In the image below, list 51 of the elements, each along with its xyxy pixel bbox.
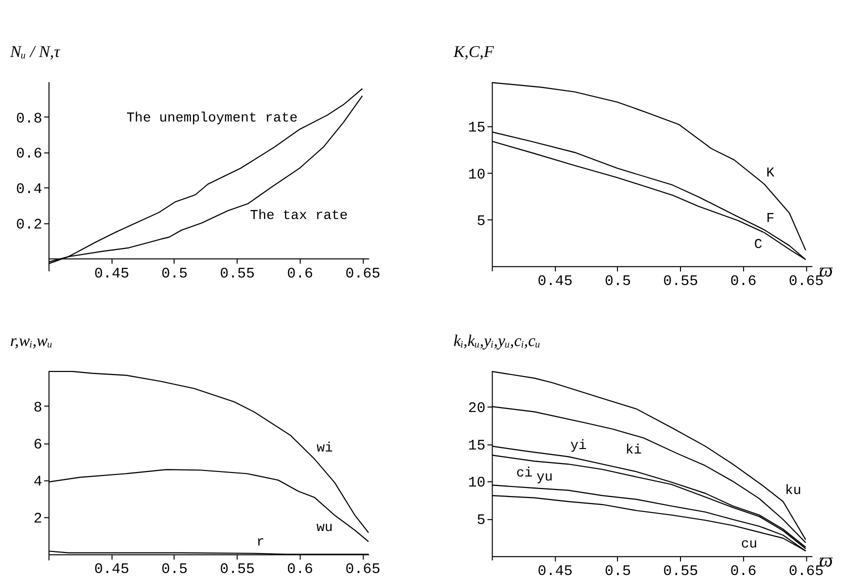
- y-tick-label: 10: [468, 167, 486, 184]
- series-label: C: [754, 238, 762, 254]
- y-tick-label: 10: [468, 476, 486, 492]
- x-tick-label: 0.65: [345, 562, 380, 578]
- series-label: ku: [785, 484, 802, 499]
- series-label: ci: [516, 466, 533, 482]
- series-label: yu: [536, 470, 553, 486]
- y-tick-label: 0.4: [16, 182, 42, 198]
- x-tick-label: 0.6: [286, 266, 314, 282]
- series-label: r: [256, 536, 264, 551]
- y-tick-label: 0.8: [16, 111, 42, 128]
- y-tick-label: 5: [476, 513, 486, 530]
- x-tick-label: 0.55: [220, 562, 255, 578]
- x-tick-label: 0.6: [730, 274, 756, 290]
- series-label: ki: [625, 444, 642, 459]
- x-tick-label: 0.45: [94, 266, 130, 282]
- y-axis-title: kᵢ,kᵤ,yᵢ,yᵤ,cᵢ,cᵤ: [454, 330, 540, 350]
- y-tick-label: 4: [33, 474, 42, 490]
- series-label: K: [766, 166, 776, 182]
- y-tick-label: 15: [468, 120, 486, 137]
- y-tick-label: 0.6: [16, 146, 42, 163]
- series-label: The unemployment rate: [126, 112, 298, 127]
- y-axis-title: r,wᵢ,wᵤ: [10, 330, 53, 350]
- x-tick-label: 0.65: [345, 266, 380, 282]
- x-tick-label: 0.55: [220, 266, 255, 282]
- x-tick-label: 0.45: [94, 562, 130, 578]
- y-tick-label: 8: [33, 400, 42, 416]
- series-label: wi: [316, 441, 333, 456]
- y-tick-label: 6: [33, 437, 42, 454]
- y-tick-label: 20: [468, 400, 486, 417]
- y-axis-title: K,C,F: [452, 42, 495, 61]
- series-label: yi: [570, 438, 587, 454]
- y-tick-label: 15: [468, 438, 486, 454]
- x-tick-label: 0.55: [663, 274, 698, 290]
- x-tick-label: 0.5: [604, 564, 631, 580]
- series-label: cu: [740, 538, 758, 553]
- y-tick-label: 0.2: [16, 217, 42, 234]
- y-tick-label: 5: [476, 214, 486, 230]
- x-tick-label: 0.55: [663, 564, 698, 580]
- series-label: The tax rate: [250, 209, 348, 224]
- x-tick-label: 0.45: [538, 564, 573, 580]
- y-tick-label: 2: [33, 512, 42, 528]
- x-tick-label: 0.6: [730, 564, 756, 580]
- x-tick-label: 0.5: [604, 274, 631, 290]
- x-tick-label: 0.5: [161, 266, 188, 282]
- x-tick-label: 0.6: [286, 562, 314, 578]
- series-label: wu: [316, 520, 333, 536]
- x-tick-label: 0.5: [161, 562, 188, 578]
- series-label: F: [766, 212, 774, 228]
- x-tick-label: 0.45: [538, 274, 573, 290]
- y-axis-title: Nᵤ / N,τ: [9, 42, 61, 61]
